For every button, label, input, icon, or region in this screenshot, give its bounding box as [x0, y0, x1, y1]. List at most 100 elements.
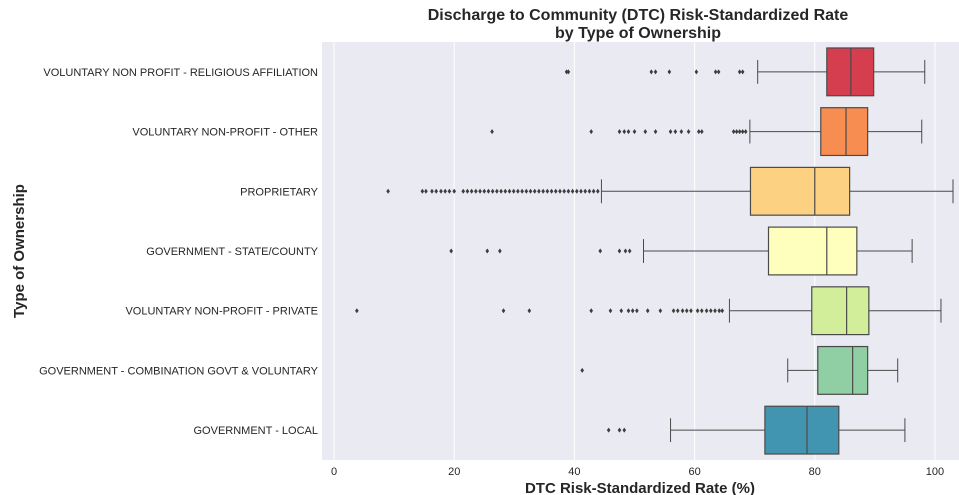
outlier-point [668, 129, 673, 135]
outlier-point [696, 129, 701, 135]
box-iqr [764, 405, 840, 455]
outlier-point [619, 308, 624, 314]
box-iqr [749, 166, 851, 216]
outlier-point [680, 308, 685, 314]
outlier-point [503, 188, 508, 194]
outlier-point [537, 188, 541, 194]
outlier-point [490, 188, 495, 194]
outlier-point [630, 308, 635, 314]
outlier-point [562, 188, 566, 194]
outlier-point [622, 427, 627, 433]
outlier-point [720, 308, 725, 314]
outlier-point [675, 308, 680, 314]
box-iqr [767, 226, 858, 276]
outlier-point [580, 367, 585, 373]
x-axis-label: DTC Risk-Standardized Rate (%) [525, 480, 755, 495]
box-group [490, 107, 923, 157]
outlier-point [511, 188, 516, 194]
outlier-point [653, 129, 658, 135]
outlier-point [645, 308, 650, 314]
outlier-point [495, 188, 499, 194]
outlier-point [532, 188, 537, 194]
outlier-point [575, 188, 579, 194]
outlier-point [566, 188, 571, 194]
outlier-point [695, 308, 700, 314]
outlier-point [649, 69, 654, 75]
y-tick-label: VOLUNTARY NON-PROFIT - OTHER [132, 127, 318, 139]
outlier-point [549, 188, 554, 194]
outlier-point [482, 188, 487, 194]
outlier-point [583, 188, 588, 194]
outlier-point [689, 308, 693, 314]
outlier-point [516, 188, 520, 194]
outlier-point [424, 188, 428, 194]
outlier-point [355, 308, 359, 314]
outlier-point [452, 188, 457, 194]
outlier-point [731, 129, 736, 135]
box-group [564, 47, 926, 97]
box-iqr [820, 107, 869, 157]
outlier-point [671, 308, 676, 314]
outlier-point [734, 129, 739, 135]
outlier-point [626, 129, 631, 135]
outlier-point [566, 69, 571, 75]
y-tick-labels: VOLUNTARY NON PROFIT - RELIGIOUS AFFILIA… [39, 67, 319, 437]
box-iqr [817, 345, 869, 395]
outlier-point [524, 188, 529, 194]
outlier-point [474, 188, 478, 194]
outlier-point [617, 248, 622, 254]
outlier-point [564, 69, 569, 75]
outlier-point [528, 188, 533, 194]
outlier-point [461, 188, 466, 194]
y-tick-label: VOLUNTARY NON PROFIT - RELIGIOUS AFFILIA… [43, 67, 318, 79]
outlier-point [704, 308, 709, 314]
x-tick-labels: 0 20 40 60 80 100 [331, 466, 944, 478]
outlier-point [684, 308, 689, 314]
outlier-point [386, 188, 390, 194]
outlier-point [635, 308, 639, 314]
outlier-point [591, 188, 596, 194]
outlier-point [653, 69, 658, 75]
outlier-point [713, 69, 718, 75]
box-iqr [826, 47, 875, 97]
outlier-point [527, 308, 532, 314]
box-group [580, 345, 899, 395]
outlier-point [667, 69, 672, 75]
outlier-point [589, 308, 594, 314]
outlier-point [545, 188, 550, 194]
y-tick-label: VOLUNTARY NON-PROFIT - PRIVATE [125, 306, 318, 318]
outlier-point [507, 188, 512, 194]
outlier-point [743, 129, 748, 135]
y-axis-label: Type of Ownership [11, 184, 28, 318]
outlier-point [553, 188, 558, 194]
outlier-point [740, 69, 745, 75]
outlier-point [709, 308, 713, 314]
outlier-point [737, 69, 742, 75]
outlier-point [596, 188, 600, 194]
outlier-point [673, 129, 678, 135]
outlier-point [520, 188, 524, 194]
outlier-point [627, 248, 632, 254]
outlier-point [587, 188, 592, 194]
outlier-point [606, 427, 611, 433]
outlier-point [449, 248, 454, 254]
outlier-point [501, 308, 506, 314]
x-tick-label: 20 [448, 466, 460, 478]
outlier-point [598, 248, 603, 254]
outlier-point [443, 188, 447, 194]
outlier-point [589, 129, 594, 135]
outlier-point [713, 308, 717, 314]
outlier-point [740, 129, 745, 135]
outlier-point [541, 188, 545, 194]
x-tick-label: 100 [926, 466, 944, 478]
outlier-point [469, 188, 474, 194]
y-tick-label: GOVERNMENT - LOCAL [194, 425, 319, 437]
box-series [355, 47, 954, 455]
chart-title-line-2: by Type of Ownership [555, 25, 721, 42]
outlier-point [486, 188, 491, 194]
outlier-point [737, 129, 742, 135]
box-group [449, 226, 913, 276]
outlier-point [420, 188, 425, 194]
outlier-point [447, 188, 452, 194]
outlier-point [579, 188, 583, 194]
